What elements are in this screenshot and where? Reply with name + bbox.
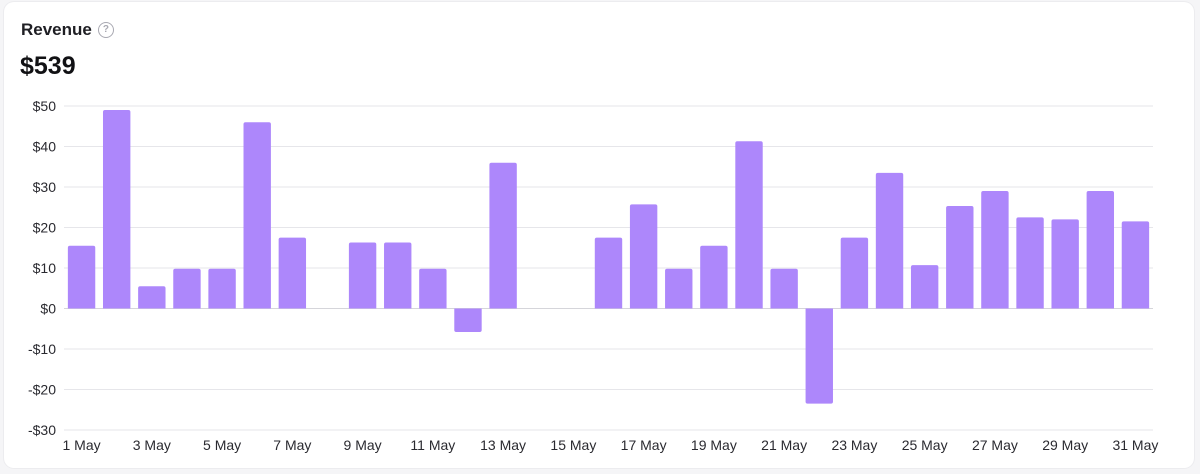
bar-26-may[interactable] bbox=[946, 206, 974, 309]
card-header: Revenue ? bbox=[21, 20, 114, 40]
bar-1-may[interactable] bbox=[67, 245, 96, 309]
x-tick-label: 27 May bbox=[972, 437, 1018, 453]
bar-10-may[interactable] bbox=[384, 242, 412, 309]
bar-28-may[interactable] bbox=[1016, 217, 1044, 309]
bar-30-may[interactable] bbox=[1086, 191, 1115, 309]
x-tick-label: 23 May bbox=[831, 437, 877, 453]
bar-12-may[interactable] bbox=[454, 308, 482, 332]
bar-16-may[interactable] bbox=[594, 237, 623, 309]
card-title: Revenue bbox=[21, 20, 92, 39]
bar-31-may[interactable] bbox=[1121, 221, 1150, 309]
x-tick-label: 31 May bbox=[1112, 437, 1158, 453]
bar-2-may[interactable] bbox=[102, 110, 131, 309]
bar-19-may[interactable] bbox=[700, 245, 728, 309]
x-tick-label: 25 May bbox=[902, 437, 948, 453]
x-tick-label: 5 May bbox=[203, 437, 241, 453]
bar-27-may[interactable] bbox=[981, 191, 1009, 309]
bar-5-may[interactable] bbox=[208, 268, 236, 309]
x-tick-label: 9 May bbox=[344, 437, 382, 453]
question-circle-icon[interactable]: ? bbox=[97, 22, 114, 38]
bar-7-may[interactable] bbox=[278, 237, 307, 309]
y-tick-label: -$10 bbox=[28, 341, 56, 357]
x-tick-label: 11 May bbox=[410, 437, 455, 453]
bar-6-may[interactable] bbox=[243, 122, 271, 309]
bar-13-may[interactable] bbox=[489, 162, 517, 309]
y-tick-label: $50 bbox=[33, 98, 57, 114]
bar-23-may[interactable] bbox=[840, 237, 869, 309]
bar-29-may[interactable] bbox=[1051, 219, 1079, 309]
y-tick-label: $10 bbox=[33, 260, 57, 276]
x-tick-label: 1 May bbox=[63, 437, 101, 453]
y-tick-label: -$30 bbox=[28, 422, 56, 438]
revenue-total: $539 bbox=[20, 52, 76, 80]
y-tick-label: $30 bbox=[33, 179, 57, 195]
y-tick-label: $40 bbox=[33, 139, 57, 155]
bar-20-may[interactable] bbox=[735, 141, 763, 309]
x-tick-label: 3 May bbox=[133, 437, 171, 453]
x-tick-label: 29 May bbox=[1042, 437, 1088, 453]
x-tick-label: 13 May bbox=[480, 437, 526, 453]
bar-17-may[interactable] bbox=[629, 204, 658, 309]
x-tick-label: 17 May bbox=[621, 437, 667, 453]
bar-25-may[interactable] bbox=[910, 265, 939, 309]
bar-9-may[interactable] bbox=[348, 242, 377, 309]
x-tick-label: 21 May bbox=[761, 437, 807, 453]
bar-4-may[interactable] bbox=[173, 268, 201, 309]
y-tick-label: $20 bbox=[33, 220, 57, 236]
x-tick-label: 7 May bbox=[273, 437, 311, 453]
bar-3-may[interactable] bbox=[138, 286, 166, 309]
bar-24-may[interactable] bbox=[875, 172, 904, 309]
y-tick-label: $0 bbox=[40, 301, 56, 317]
bar-11-may[interactable] bbox=[419, 268, 447, 309]
y-tick-label: -$20 bbox=[28, 382, 56, 398]
x-tick-label: 19 May bbox=[691, 437, 737, 453]
bar-21-may[interactable] bbox=[770, 268, 798, 309]
bar-22-may[interactable] bbox=[805, 308, 833, 404]
bar-18-may[interactable] bbox=[665, 268, 693, 309]
x-tick-label: 15 May bbox=[550, 437, 596, 453]
